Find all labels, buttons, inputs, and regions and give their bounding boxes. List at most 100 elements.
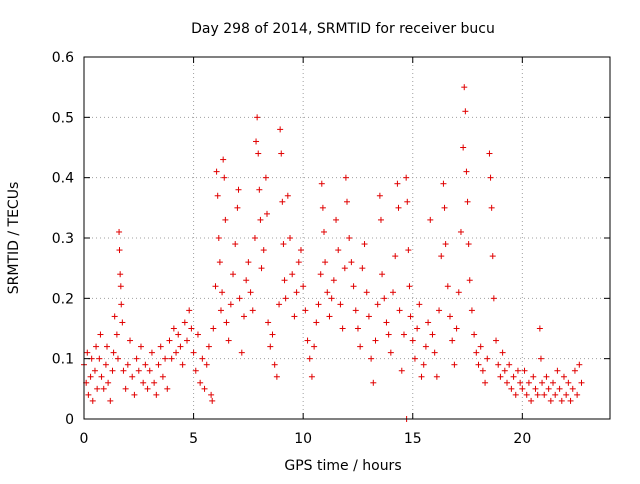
data-point: [144, 385, 151, 392]
data-point: [155, 361, 162, 368]
data-point: [339, 325, 346, 332]
data-point: [236, 295, 243, 302]
data-point: [418, 373, 425, 380]
data-point: [89, 397, 96, 404]
data-point: [468, 307, 475, 314]
data-point: [543, 373, 550, 380]
data-point: [495, 361, 502, 368]
data-point: [482, 379, 489, 386]
data-point: [235, 186, 242, 193]
data-point: [295, 259, 302, 266]
data-point: [251, 235, 258, 241]
data-point: [318, 180, 325, 187]
data-point: [534, 391, 541, 398]
data-point: [414, 325, 421, 332]
data-point: [392, 253, 399, 260]
data-point: [490, 295, 497, 302]
data-point: [85, 391, 92, 398]
data-point: [219, 289, 226, 296]
data-point: [269, 331, 276, 338]
data-point: [84, 349, 91, 356]
data-point: [403, 174, 410, 181]
data-point: [357, 343, 364, 350]
data-point: [162, 355, 169, 362]
data-point: [425, 319, 432, 326]
data-point: [97, 331, 104, 338]
data-point: [497, 373, 504, 380]
data-point: [114, 355, 121, 362]
data-point: [521, 367, 528, 374]
tick-labels: 0 0.1 0.2 0.3 0.4 0.5 0.6 0 5 10 15 20: [52, 50, 532, 447]
data-point: [344, 198, 350, 205]
data-point: [113, 331, 120, 338]
data-point: [335, 247, 342, 254]
data-point: [499, 349, 506, 356]
data-point: [429, 331, 436, 338]
data-point: [451, 361, 458, 368]
data-point: [395, 204, 402, 211]
data-point: [93, 343, 100, 350]
data-point: [510, 373, 517, 380]
axes: [83, 56, 611, 420]
data-point: [116, 228, 123, 235]
data-point: [140, 379, 147, 386]
data-point: [404, 198, 411, 205]
data-point: [281, 277, 288, 284]
data-point: [267, 343, 274, 350]
data-point: [453, 325, 460, 332]
data-point: [333, 216, 340, 223]
data-point: [255, 150, 262, 157]
data-point: [170, 325, 177, 332]
data-point: [117, 271, 124, 278]
data-point: [306, 355, 313, 362]
data-point: [315, 301, 322, 308]
data-point: [552, 391, 559, 398]
data-point: [205, 343, 212, 350]
data-point: [278, 150, 285, 157]
data-point: [135, 367, 142, 374]
data-point: [148, 349, 155, 356]
data-point: [406, 283, 413, 290]
y-tick-label: 0.1: [52, 352, 74, 368]
data-point: [541, 391, 548, 398]
data-point: [436, 307, 443, 314]
data-point: [142, 361, 149, 368]
data-point: [379, 271, 386, 278]
data-point: [287, 235, 294, 241]
data-point: [390, 289, 397, 296]
data-point: [447, 313, 454, 320]
data-point: [311, 343, 318, 350]
data-point: [574, 391, 581, 398]
data-point: [243, 277, 250, 284]
data-point: [433, 373, 440, 380]
data-point: [302, 307, 309, 314]
data-point: [346, 235, 353, 241]
data-point: [569, 385, 576, 392]
data-point: [354, 325, 361, 332]
data-point: [501, 367, 508, 374]
data-point: [293, 289, 300, 296]
data-point: [264, 210, 271, 217]
data-point: [220, 156, 227, 163]
data-point: [567, 397, 574, 404]
data-point: [536, 325, 543, 332]
data-point: [449, 337, 456, 344]
data-point: [525, 379, 532, 386]
data-point: [157, 343, 164, 350]
data-point: [416, 301, 423, 308]
data-point: [122, 385, 129, 392]
data-point: [493, 337, 500, 344]
data-point: [328, 295, 335, 302]
data-point: [341, 265, 348, 272]
data-point: [164, 385, 171, 392]
data-point: [463, 168, 470, 175]
data-point: [550, 379, 557, 386]
data-point: [539, 379, 546, 386]
x-tick-label: 0: [80, 431, 89, 447]
data-point: [203, 361, 210, 368]
data-point: [223, 319, 230, 326]
data-point: [370, 379, 377, 386]
data-point: [304, 337, 311, 344]
data-point: [254, 114, 261, 121]
data-point: [300, 283, 307, 290]
